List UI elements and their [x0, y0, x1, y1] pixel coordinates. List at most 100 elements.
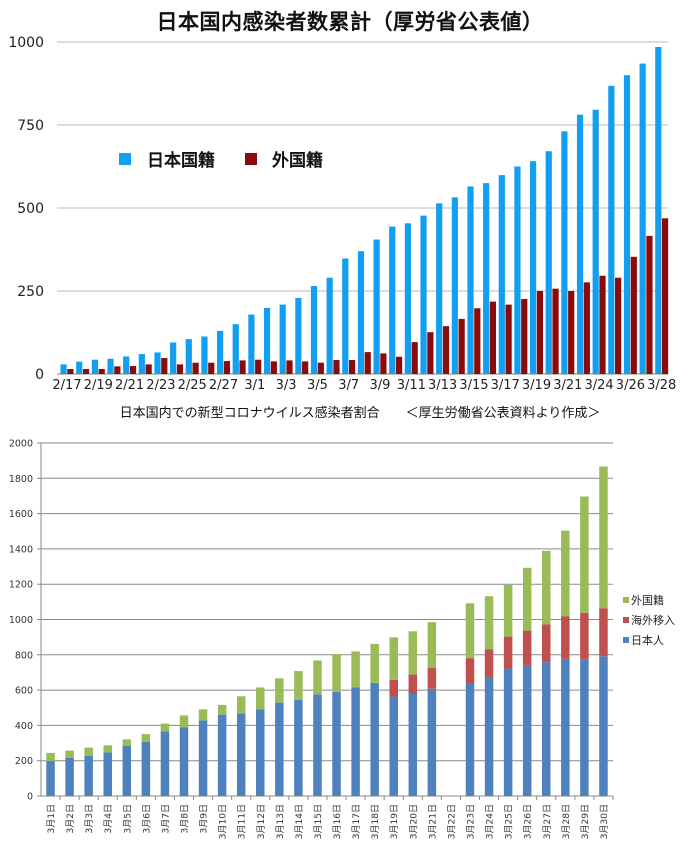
bottom-x-tick-label: 3月6日: [141, 804, 152, 833]
top-bar-foreign: [411, 342, 418, 374]
bottom-y-tick-label: 400: [15, 721, 33, 732]
top-bar-foreign: [646, 235, 653, 374]
top-bar-japanese: [467, 186, 474, 374]
top-bar-foreign: [302, 361, 309, 374]
bottom-bar-japanese: [236, 713, 246, 796]
bottom-bar-japanese: [46, 761, 55, 796]
bottom-bar-foreign: [484, 596, 494, 650]
bottom-bar-japanese: [103, 752, 112, 796]
bottom-bar-japanese: [522, 665, 532, 796]
top-bar-foreign: [82, 369, 90, 374]
top-bar-foreign: [317, 362, 324, 374]
bottom-bar-foreign: [65, 750, 74, 758]
top-bar-japanese: [248, 314, 255, 374]
bottom-bar-foreign: [465, 603, 475, 659]
top-bar-japanese: [279, 304, 286, 374]
top-x-tick-label: 3/21: [553, 378, 582, 393]
top-x-tick-label: 2/17: [52, 378, 81, 393]
top-bar-foreign: [192, 362, 199, 374]
bottom-bar-imported: [561, 616, 570, 659]
bottom-bar-imported: [580, 612, 589, 659]
bottom-bar-japanese: [294, 699, 303, 796]
top-bar-foreign: [98, 369, 105, 374]
bottom-x-tick-label: 3月10日: [218, 804, 229, 839]
top-bar-foreign: [114, 366, 121, 374]
bottom-y-tick-label: 1400: [9, 544, 33, 555]
bottom-bar-foreign: [427, 622, 437, 669]
top-bar-foreign: [255, 359, 262, 374]
bottom-bar-japanese: [599, 656, 608, 796]
top-bar-japanese: [295, 297, 302, 374]
bottom-bar-japanese: [465, 683, 475, 796]
bottom-bar-foreign: [580, 496, 589, 613]
top-bar-japanese: [639, 63, 646, 375]
top-bar-japanese: [201, 336, 208, 374]
bottom-chart: 0 200 400 600 800 1000 1200 1400 1600 1800 2000 3月1…: [9, 439, 675, 840]
top-x-tick-label: 2/21: [115, 378, 144, 393]
top-bar-japanese: [592, 109, 599, 374]
legend-imported-swatch: [623, 617, 629, 623]
bottom-x-tick-label: 3月28日: [561, 804, 572, 839]
bottom-bar-foreign: [84, 747, 93, 756]
top-bar-japanese: [561, 131, 568, 374]
top-bar-foreign: [474, 308, 481, 374]
top-bar-foreign: [145, 364, 152, 374]
bottom-bar-imported: [599, 608, 608, 657]
bottom-x-tick-label: 3月9日: [199, 804, 210, 833]
bottom-x-tick-label: 3月2日: [65, 804, 76, 833]
top-y-tick-label: 1000: [8, 35, 44, 51]
top-bar-foreign: [129, 366, 137, 374]
bottom-bar-imported: [427, 668, 437, 689]
bottom-bar-foreign: [561, 530, 570, 617]
top-bar-japanese: [60, 364, 67, 374]
top-bar-foreign: [349, 360, 356, 374]
top-bar-foreign: [536, 291, 543, 374]
top-bar-foreign: [599, 275, 606, 374]
bottom-bar-japanese: [580, 658, 589, 796]
bottom-x-tick-label: 3月1日: [46, 804, 57, 833]
top-bar-foreign: [427, 332, 434, 374]
legend-japanese-label: 日本人: [631, 633, 664, 647]
bottom-bar-foreign: [103, 745, 112, 753]
top-bar-japanese: [389, 226, 396, 374]
top-bar-japanese: [170, 342, 177, 374]
top-x-tick-label: 2/19: [84, 378, 113, 393]
top-bar-japanese: [451, 197, 458, 374]
top-x-tick-label: 3/13: [428, 378, 457, 393]
top-x-tick-label: 3/3: [276, 378, 297, 393]
top-bar-japanese: [123, 356, 130, 374]
top-bar-japanese: [404, 223, 411, 374]
top-x-tick-label: 2/27: [209, 378, 238, 393]
top-bar-foreign: [395, 356, 403, 374]
bottom-x-tick-label: 3月26日: [523, 804, 534, 839]
bottom-x-tick-label: 3月27日: [542, 804, 553, 839]
bottom-bar-japanese: [217, 714, 227, 796]
top-bar-japanese: [138, 354, 145, 374]
bottom-x-tick-label: 3月21日: [427, 804, 438, 839]
bottom-x-tick-label: 3月5日: [122, 804, 133, 833]
top-bar-japanese: [232, 324, 239, 374]
bottom-x-tick-label: 3月3日: [84, 804, 95, 833]
top-y-tick-label: 500: [17, 201, 44, 217]
legend-swatch-japanese: [119, 153, 131, 165]
bottom-x-tick-label: 3月25日: [504, 804, 515, 839]
top-bar-japanese: [420, 215, 427, 374]
bottom-bar-japanese: [84, 755, 93, 796]
top-bar-japanese: [326, 277, 333, 374]
bottom-bar-japanese: [332, 691, 341, 796]
bottom-bar-foreign: [46, 752, 55, 762]
bottom-bar-japanese: [484, 677, 494, 796]
bottom-x-tick-label: 3月17日: [351, 804, 362, 839]
bottom-x-tick-label: 3月8日: [180, 804, 191, 833]
bottom-bar-foreign: [236, 696, 246, 714]
legend-swatch-foreign: [245, 153, 257, 165]
top-bar-foreign: [630, 256, 637, 374]
bottom-bar-japanese: [427, 688, 437, 796]
bottom-bar-foreign: [332, 654, 341, 692]
bottom-x-tick-label: 3月13日: [275, 804, 286, 839]
top-bar-foreign: [333, 360, 340, 374]
top-y-tick-label: 0: [35, 367, 44, 383]
bottom-y-tick-label: 0: [27, 792, 33, 803]
top-x-tick-label: 3/17: [491, 378, 520, 393]
